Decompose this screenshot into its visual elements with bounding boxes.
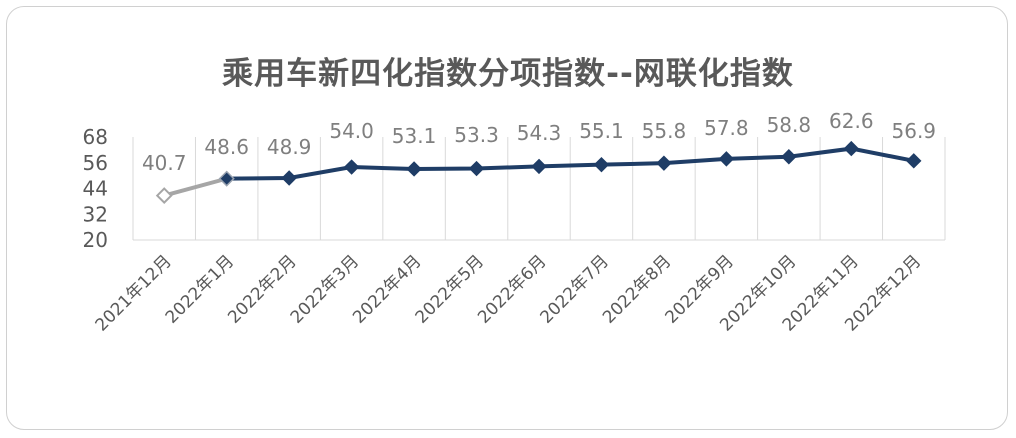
data-labels: 40.7 48.6 48.9 54.0 53.1 53.3 54.3 55.1 55.8 57.8… [142, 109, 936, 175]
data-point-marker [843, 140, 860, 157]
data-point-marker [906, 153, 922, 169]
data-point-marker [781, 149, 797, 165]
y-tick-label: 32 [83, 202, 108, 226]
y-tick-label: 20 [83, 228, 108, 252]
data-point-marker [281, 170, 297, 186]
y-tick-label: 68 [83, 125, 108, 149]
data-point-marker [343, 159, 360, 175]
data-point-marker [593, 156, 610, 173]
data-label: 54.3 [517, 121, 562, 145]
data-label: 58.8 [767, 113, 812, 137]
data-label: 62.6 [829, 109, 874, 133]
data-label: 55.8 [642, 119, 687, 143]
data-label: 48.9 [267, 135, 312, 159]
chart-frame [6, 6, 1008, 430]
y-tick-label: 44 [83, 177, 108, 201]
data-point-marker [718, 151, 735, 167]
data-label: 54.0 [329, 119, 374, 143]
data-point-marker [531, 158, 547, 175]
data-label: 48.6 [204, 135, 249, 159]
data-point-marker [218, 170, 235, 187]
data-label: 56.9 [892, 119, 937, 143]
chart-title: 乘用车新四化指数分项指数--网联化指数 [222, 56, 794, 92]
data-label: 53.3 [454, 123, 499, 147]
data-point-marker [468, 160, 485, 177]
data-point-marker [155, 187, 173, 204]
data-point-marker [406, 161, 422, 177]
data-label: 55.1 [579, 119, 624, 143]
series-markers [155, 140, 922, 204]
data-label: 57.8 [704, 116, 749, 140]
series-line-prior [163, 176, 228, 198]
x-tick-label: 2021年12月 [92, 251, 176, 335]
series-lines [163, 146, 915, 198]
data-point-marker [656, 155, 672, 171]
series-line-main [226, 146, 915, 181]
grid-lines [132, 137, 946, 241]
data-label: 40.7 [142, 151, 187, 175]
x-axis: 2021年12月2022年1月2022年2月2022年3月2022年4月2022… [92, 251, 926, 335]
data-label: 53.1 [392, 124, 437, 148]
y-tick-label: 56 [83, 151, 108, 175]
